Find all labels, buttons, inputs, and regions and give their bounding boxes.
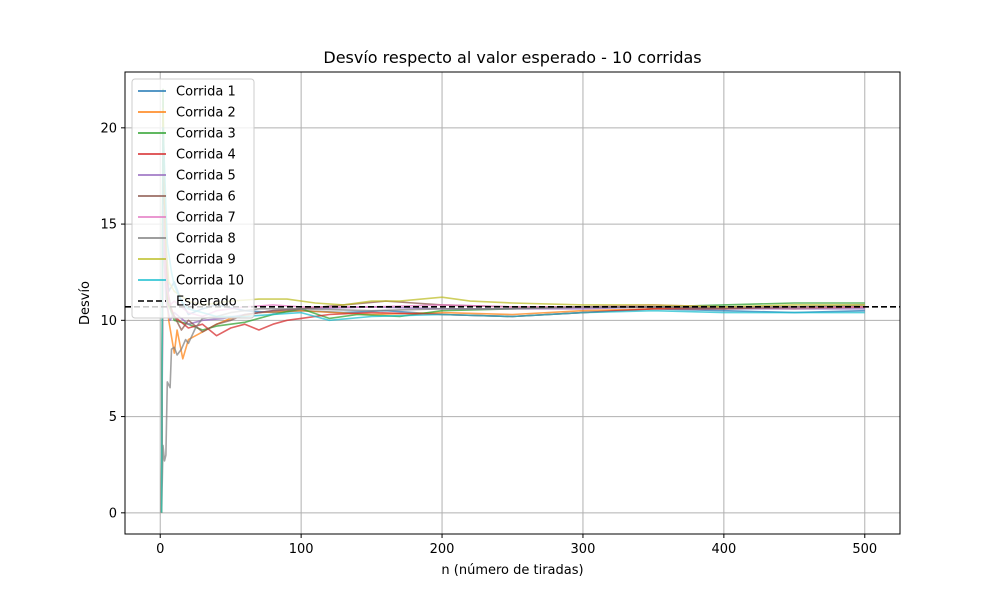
y-tick-label: 20 <box>100 121 117 136</box>
legend-label: Corrida 7 <box>176 211 236 226</box>
legend-label: Corrida 3 <box>176 127 236 142</box>
y-tick-label: 5 <box>109 410 117 425</box>
legend-label: Corrida 2 <box>176 106 236 121</box>
legend-label: Corrida 4 <box>176 148 236 163</box>
legend-label: Corrida 10 <box>176 274 244 289</box>
x-tick-label: 100 <box>289 542 314 557</box>
axis-ticks: 0 100 200 300 400 500 0 5 10 15 20 <box>100 121 877 557</box>
y-tick-label: 0 <box>109 506 117 521</box>
chart-title: Desvío respecto al valor esperado - 10 c… <box>323 48 701 67</box>
y-tick-label: 10 <box>100 314 117 329</box>
legend-label: Corrida 8 <box>176 232 236 247</box>
x-axis-title: n (número de tiradas) <box>441 563 583 578</box>
legend-label: Esperado <box>176 295 237 310</box>
x-tick-label: 200 <box>430 542 455 557</box>
x-tick-label: 400 <box>711 542 736 557</box>
y-axis-title: Desvío <box>78 281 93 325</box>
y-tick-label: 15 <box>100 218 117 233</box>
legend: Corrida 1 Corrida 2 Corrida 3 Corrida 4 Corr… <box>131 78 255 319</box>
legend-label: Corrida 9 <box>176 253 236 268</box>
legend-label: Corrida 6 <box>176 190 236 205</box>
x-tick-label: 0 <box>156 542 164 557</box>
legend-label: Corrida 5 <box>176 169 236 184</box>
legend-label: Corrida 1 <box>176 85 236 100</box>
x-tick-label: 500 <box>852 542 877 557</box>
x-tick-label: 300 <box>571 542 596 557</box>
plot-frame <box>124 71 901 535</box>
